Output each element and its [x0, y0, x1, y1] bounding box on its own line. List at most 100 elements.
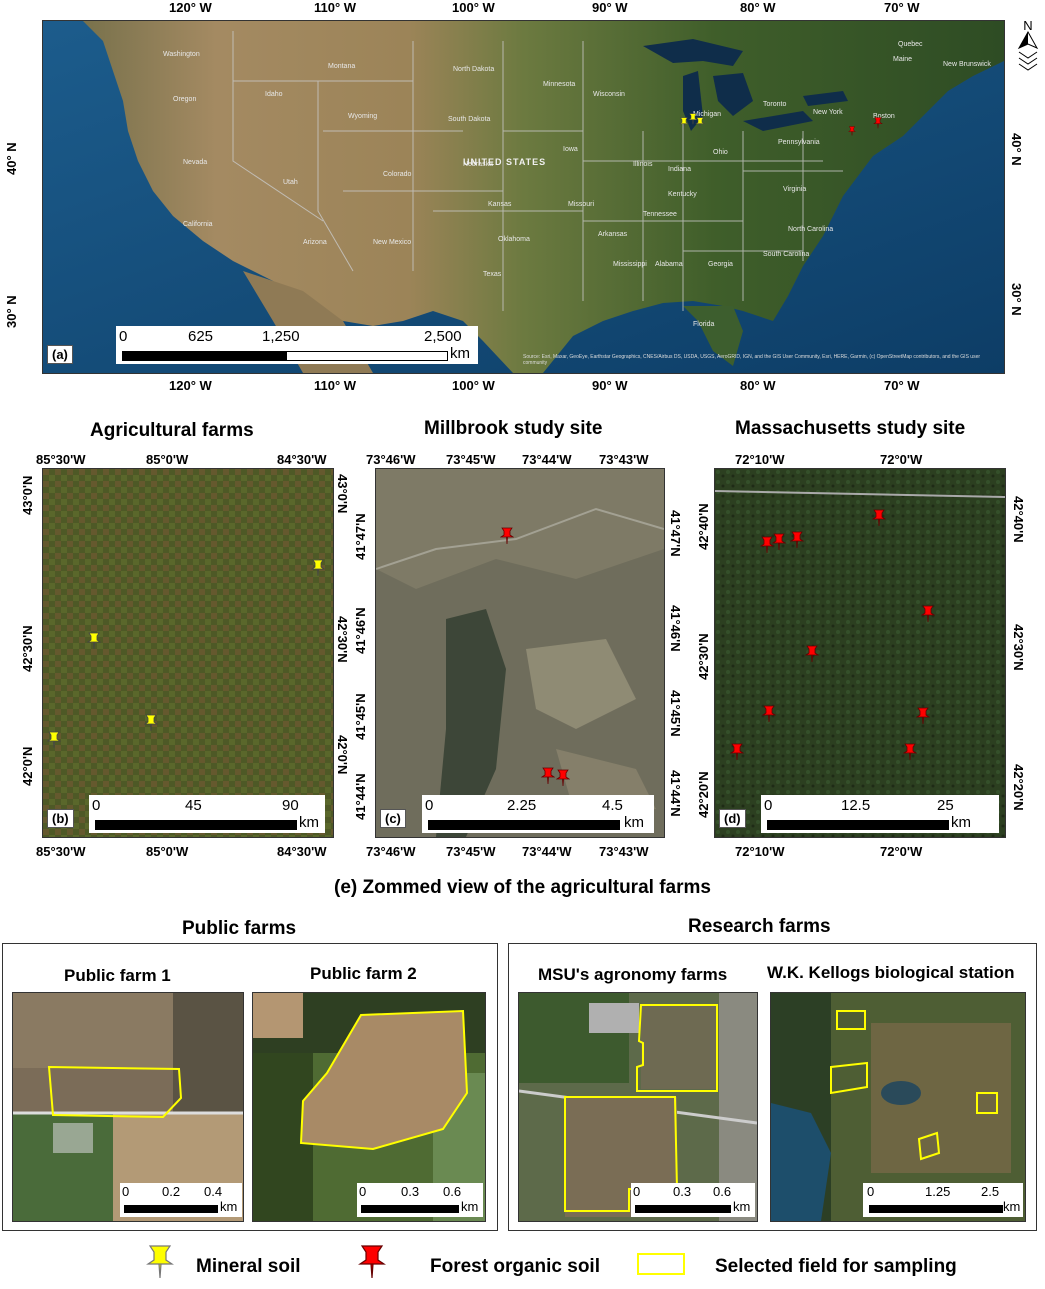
- place-label: Missouri: [568, 201, 595, 208]
- scale-tick: 2,500: [424, 328, 462, 345]
- place-label: Mississippi: [613, 261, 647, 268]
- scale-tick: 0: [764, 797, 773, 814]
- place-label: Virginia: [783, 186, 807, 193]
- us-satellite-image: [43, 21, 1004, 373]
- farm-title: Public farm 1: [64, 966, 171, 985]
- panel-d-title: Massachusetts study site: [735, 418, 966, 439]
- lat-label: 42°30'N: [20, 625, 35, 672]
- lat-label: 42°20'N: [1011, 764, 1026, 811]
- panel-e-title: (e) Zommed view of the agricultural farm…: [334, 877, 711, 898]
- lat-label: 43°0'N: [335, 474, 350, 514]
- lon-label: 100° W: [452, 378, 495, 393]
- mineral-soil-pin-icon: [688, 113, 698, 125]
- place-label: Pennsylvania: [778, 139, 820, 146]
- scale-unit: km: [733, 1199, 751, 1214]
- scale-bar-black: [428, 820, 620, 830]
- scale-tick: 1,250: [262, 328, 300, 345]
- lon-label: 120° W: [169, 378, 212, 393]
- scale-tick: 0: [119, 328, 128, 345]
- place-label: Michigan: [693, 111, 722, 118]
- lon-label: 73°44'W: [522, 452, 572, 467]
- place-label: Idaho: [265, 91, 283, 98]
- place-label: Georgia: [708, 261, 733, 268]
- msu-agronomy-map: 0 0.3 0.6 km: [518, 992, 758, 1222]
- forest-soil-legend-label: Forest organic soil: [430, 1256, 600, 1277]
- lat-label: 42°30'N: [335, 616, 350, 663]
- map-credit: Source: Esri, Maxar, GeoEye, Earthstar G…: [523, 354, 981, 366]
- mineral-soil-pin-icon: [144, 714, 158, 732]
- scale-tick: 25: [937, 797, 954, 814]
- scale-bar: 0 0.3 0.6 km: [357, 1183, 483, 1217]
- selected-field-legend-icon: [637, 1253, 685, 1275]
- place-label: Wisconsin: [593, 91, 625, 98]
- public-farm-1-map: 0 0.2 0.4 km: [12, 992, 244, 1222]
- lat-label: 42°0'N: [335, 735, 350, 775]
- mineral-soil-pin-icon: [695, 117, 705, 129]
- mineral-soil-pin-icon: [87, 632, 101, 650]
- scale-tick: 0: [92, 797, 101, 814]
- place-label: Quebec: [898, 41, 923, 48]
- forest-soil-pin-icon: [916, 707, 930, 725]
- public-farm-2-map: 0 0.3 0.6 km: [252, 992, 486, 1222]
- selected-field-outline: [47, 1065, 183, 1119]
- lon-label: 85°0'W: [146, 844, 189, 859]
- lat-label: 42°40'N: [696, 503, 711, 550]
- place-label: Alabama: [655, 261, 683, 268]
- scale-bar-black: [361, 1205, 459, 1213]
- place-label: Illinois: [633, 161, 653, 168]
- mineral-soil-pin-icon: [311, 559, 325, 577]
- lat-label: 41°44'N: [668, 770, 683, 817]
- mineral-soil-legend-label: Mineral soil: [196, 1256, 301, 1277]
- scale-tick: 0.6: [713, 1184, 732, 1199]
- lat-label: 41°45'N: [668, 690, 683, 737]
- lat-label: 41°45'N: [353, 693, 368, 740]
- place-label: Colorado: [383, 171, 412, 178]
- forest-soil-pin-icon: [790, 531, 804, 549]
- scale-bar: 0 45 90 km: [89, 795, 325, 833]
- place-label: Tennessee: [643, 211, 677, 218]
- place-label: Kansas: [488, 201, 512, 208]
- place-label: Minnesota: [543, 81, 576, 88]
- scale-bar-black: [95, 820, 297, 830]
- forest-soil-pin-icon: [500, 527, 514, 545]
- place-label: Florida: [693, 321, 715, 328]
- north-arrow-icon: N: [1017, 18, 1039, 71]
- place-label: New Brunswick: [943, 61, 991, 68]
- public-farms-title: Public farms: [182, 918, 297, 939]
- scale-tick: 0.4: [204, 1184, 223, 1199]
- lat-label: 40° N: [4, 142, 19, 175]
- scale-unit: km: [1003, 1199, 1021, 1214]
- lon-label: 100° W: [452, 0, 495, 15]
- selected-field-outline: [299, 1009, 469, 1151]
- place-label: Kentucky: [668, 191, 697, 198]
- lon-label: 73°45'W: [446, 452, 496, 467]
- forest-soil-pin-icon: [805, 645, 819, 663]
- place-label: North Carolina: [788, 226, 834, 233]
- lat-label: 41°47'N: [668, 510, 683, 557]
- place-label: Utah: [283, 179, 298, 186]
- us-overview-map: Washington Oregon Idaho Montana Wyoming …: [42, 20, 1005, 374]
- scale-bar: 0 12.5 25 km: [761, 795, 999, 833]
- scale-unit: km: [299, 814, 319, 831]
- scale-bar-black: [869, 1205, 1003, 1213]
- forest-soil-legend-icon: [358, 1245, 386, 1279]
- lon-label: 90° W: [592, 378, 628, 393]
- place-label: Wyoming: [348, 113, 378, 120]
- place-label: South Carolina: [763, 251, 810, 258]
- place-label: Maine: [893, 56, 913, 63]
- lat-label: 42°20'N: [696, 771, 711, 818]
- lat-label: 42°40'N: [1011, 496, 1026, 543]
- lon-label: 84°30'W: [277, 452, 327, 467]
- scale-tick: 0: [122, 1184, 130, 1199]
- forest-soil-pin-icon: [848, 126, 856, 136]
- lon-label: 70° W: [884, 378, 920, 393]
- mineral-soil-pin-icon: [679, 117, 689, 129]
- lon-label: 110° W: [314, 378, 357, 393]
- satellite-texture: [43, 469, 333, 837]
- scale-tick: 0.6: [443, 1184, 462, 1199]
- forest-soil-pin-icon: [730, 743, 744, 761]
- scale-bar: 0 0.3 0.6 km: [631, 1183, 755, 1217]
- lat-label: 42°30'N: [1011, 624, 1026, 671]
- lon-label: 73°46'W: [366, 844, 416, 859]
- forest-soil-pin-icon: [903, 743, 917, 761]
